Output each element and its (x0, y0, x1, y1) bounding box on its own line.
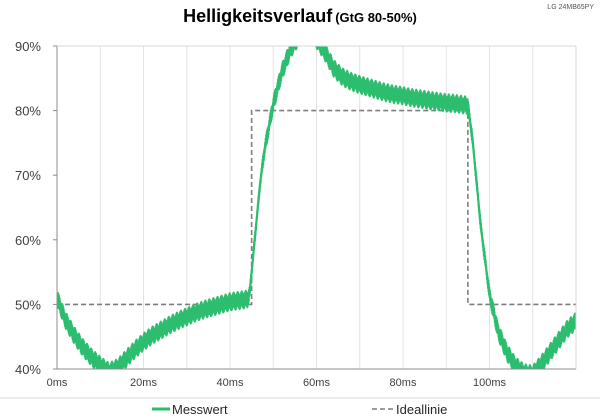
monitor-model-label: LG 24MB65PY (547, 4, 594, 11)
x-tick-label: 40ms (217, 377, 244, 389)
legend: Messwert Ideallinie (0, 397, 600, 417)
x-tick-label: 60ms (303, 377, 330, 389)
axes (56, 45, 577, 370)
legend-label-messwert: Messwert (172, 402, 228, 417)
y-tick-label: 50% (15, 297, 41, 312)
x-tick-label: 100ms (473, 377, 507, 389)
legend-label-ideallinie: Ideallinie (396, 402, 447, 417)
grid-lines (99, 46, 534, 369)
x-tick-label: 0ms (47, 377, 68, 389)
measured-line-layer (57, 46, 576, 369)
chart-title: Helligkeitsverlauf (GtG 80-50%) (183, 6, 417, 26)
x-tick-label: 20ms (130, 377, 157, 389)
y-tick-labels: 40% 50% 60% 70% 80% 90% (15, 39, 57, 377)
x-tick-label: 80ms (390, 377, 417, 389)
series-messwert (57, 46, 576, 369)
y-tick-label: 60% (15, 233, 41, 248)
y-tick-label: 80% (15, 104, 41, 119)
y-tick-label: 70% (15, 168, 41, 183)
x-tick-labels: 0ms 20ms 40ms 60ms 80ms 100ms (47, 377, 507, 389)
y-tick-label: 90% (15, 39, 41, 54)
y-tick-label: 40% (15, 362, 41, 377)
